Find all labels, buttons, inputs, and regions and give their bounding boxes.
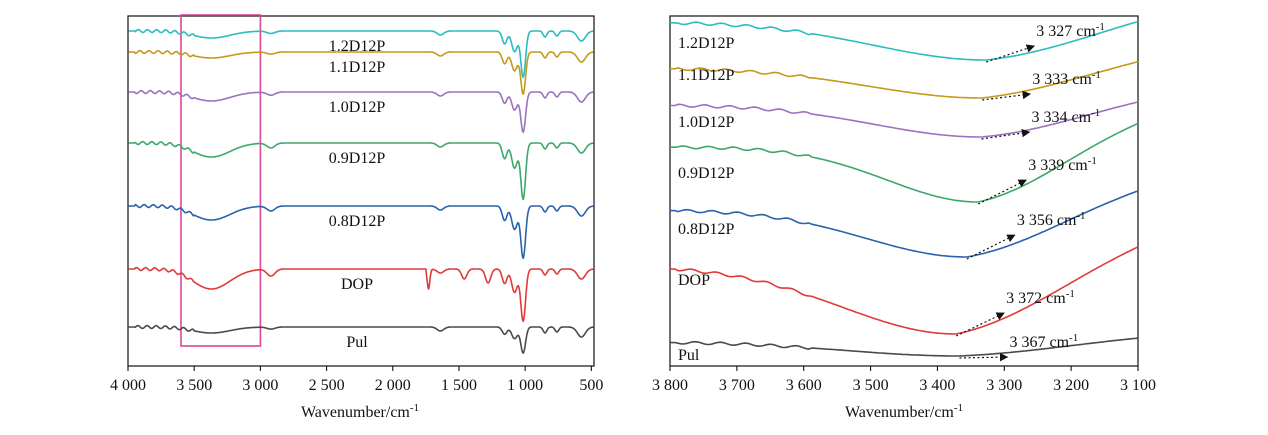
right-x-tick-label-3800: 3 800 (652, 377, 688, 394)
left-x-axis-label: Wavenumber/cm-1 (301, 402, 419, 421)
right-x-tick-label-3200: 3 200 (1053, 377, 1089, 394)
left-x-tick-label-2000: 2 000 (375, 377, 411, 394)
peak-label-pul: 3 367 cm-1 (1009, 332, 1078, 351)
left-series-label-0-8d12p: 0.8D12P (329, 213, 386, 230)
right-series-group (669, 20, 1139, 357)
right-x-tick-label-3500: 3 500 (853, 377, 889, 394)
left-series-pul (128, 324, 594, 354)
left-series-1-1d12p (128, 49, 594, 95)
right-series-0-9d12p (670, 122, 1139, 203)
peak-label-0-9d12p: 3 339 cm-1 (1028, 155, 1097, 174)
right-series-label-1-1d12p: 1.1D12P (678, 67, 735, 84)
right-x-axis-label: Wavenumber/cm-1 (845, 402, 963, 421)
right-x-tick-label-3700: 3 700 (719, 377, 755, 394)
left-series-label-0-9d12p: 0.9D12P (329, 150, 386, 167)
peak-arrow-1-2d12p (986, 44, 1036, 63)
right-series-1-0d12p (670, 101, 1139, 138)
left-x-tick-label-3500: 3 500 (176, 377, 212, 394)
right-series-dop (669, 246, 1139, 335)
left-x-tick-label-500: 500 (579, 377, 603, 394)
left-x-tick-label-3000: 3 000 (242, 377, 278, 394)
right-series-label-pul: Pul (678, 347, 700, 364)
right-x-tick-label-3100: 3 100 (1120, 377, 1156, 394)
right-panel: 3 800 3 700 3 600 3 500 3 400 3 300 3 200 3 100… (652, 15, 1156, 421)
left-series-0-8d12p (128, 203, 594, 260)
left-panel: 4 000 3 500 3 000 2 500 2 000 1 500 1 000 500 1… (110, 14, 603, 421)
peak-arrow-pul (959, 352, 1009, 362)
peak-label-1-0d12p: 3 334 cm-1 (1032, 107, 1101, 126)
right-series-labels: 1.2D12P 1.1D12P 1.0D12P 0.9D12P 0.8D12P DOP Pu… (678, 35, 735, 364)
right-series-label-0-9d12p: 0.9D12P (678, 165, 735, 182)
left-series-1-0d12p (128, 89, 594, 133)
left-series-dop (128, 266, 594, 323)
left-series-label-1-0d12p: 1.0D12P (329, 99, 386, 116)
right-series-0-8d12p (670, 190, 1139, 258)
left-series-group (128, 28, 594, 354)
right-series-label-1-2d12p: 1.2D12P (678, 35, 735, 52)
peak-label-0-8d12p: 3 356 cm-1 (1017, 210, 1086, 229)
left-series-labels: 1.2D12P 1.1D12P 1.0D12P 0.9D12P 0.8D12P DOP Pu… (329, 38, 386, 351)
left-series-label-1-1d12p: 1.1D12P (329, 59, 386, 76)
left-x-tick-label-4000: 4 000 (110, 377, 146, 394)
left-series-0-9d12p (128, 140, 594, 201)
left-series-label-pul: Pul (346, 334, 368, 351)
left-x-tick-label-1000: 1 000 (507, 377, 543, 394)
right-series-label-dop: DOP (678, 272, 710, 289)
left-x-tick-label-1500: 1 500 (441, 377, 477, 394)
peak-arrow-1-1d12p (982, 90, 1032, 101)
peak-label-1-1d12p: 3 333 cm-1 (1032, 69, 1101, 88)
peak-label-dop: 3 372 cm-1 (1006, 288, 1075, 307)
right-x-tick-label-3300: 3 300 (986, 377, 1022, 394)
right-x-tick-label-3600: 3 600 (786, 377, 822, 394)
right-peak-annotations: 3 327 cm-1 3 333 cm-1 3 334 cm-1 3 339 cm-1… (955, 21, 1105, 362)
right-series-label-1-0d12p: 1.0D12P (678, 114, 735, 131)
right-plot-frame (669, 15, 1139, 367)
left-x-ticks: 4 000 3 500 3 000 2 500 2 000 1 500 1 000 500 (110, 366, 603, 394)
left-plot-frame (127, 15, 595, 367)
right-series-label-0-8d12p: 0.8D12P (678, 221, 735, 238)
right-series-1-2d12p (670, 20, 1139, 61)
left-series-label-dop: DOP (341, 276, 373, 293)
highlight-region-box (180, 14, 262, 347)
right-series-pul (669, 337, 1139, 357)
left-series-label-1-2d12p: 1.2D12P (329, 38, 386, 55)
peak-label-1-2d12p: 3 327 cm-1 (1036, 21, 1105, 40)
peak-arrow-1-0d12p (981, 128, 1031, 140)
right-x-ticks: 3 800 3 700 3 600 3 500 3 400 3 300 3 200 3 100 (652, 366, 1156, 394)
right-x-tick-label-3400: 3 400 (919, 377, 955, 394)
right-series-1-1d12p (670, 60, 1139, 99)
left-x-tick-label-2500: 2 500 (309, 377, 345, 394)
left-series-1-2d12p (128, 28, 594, 79)
